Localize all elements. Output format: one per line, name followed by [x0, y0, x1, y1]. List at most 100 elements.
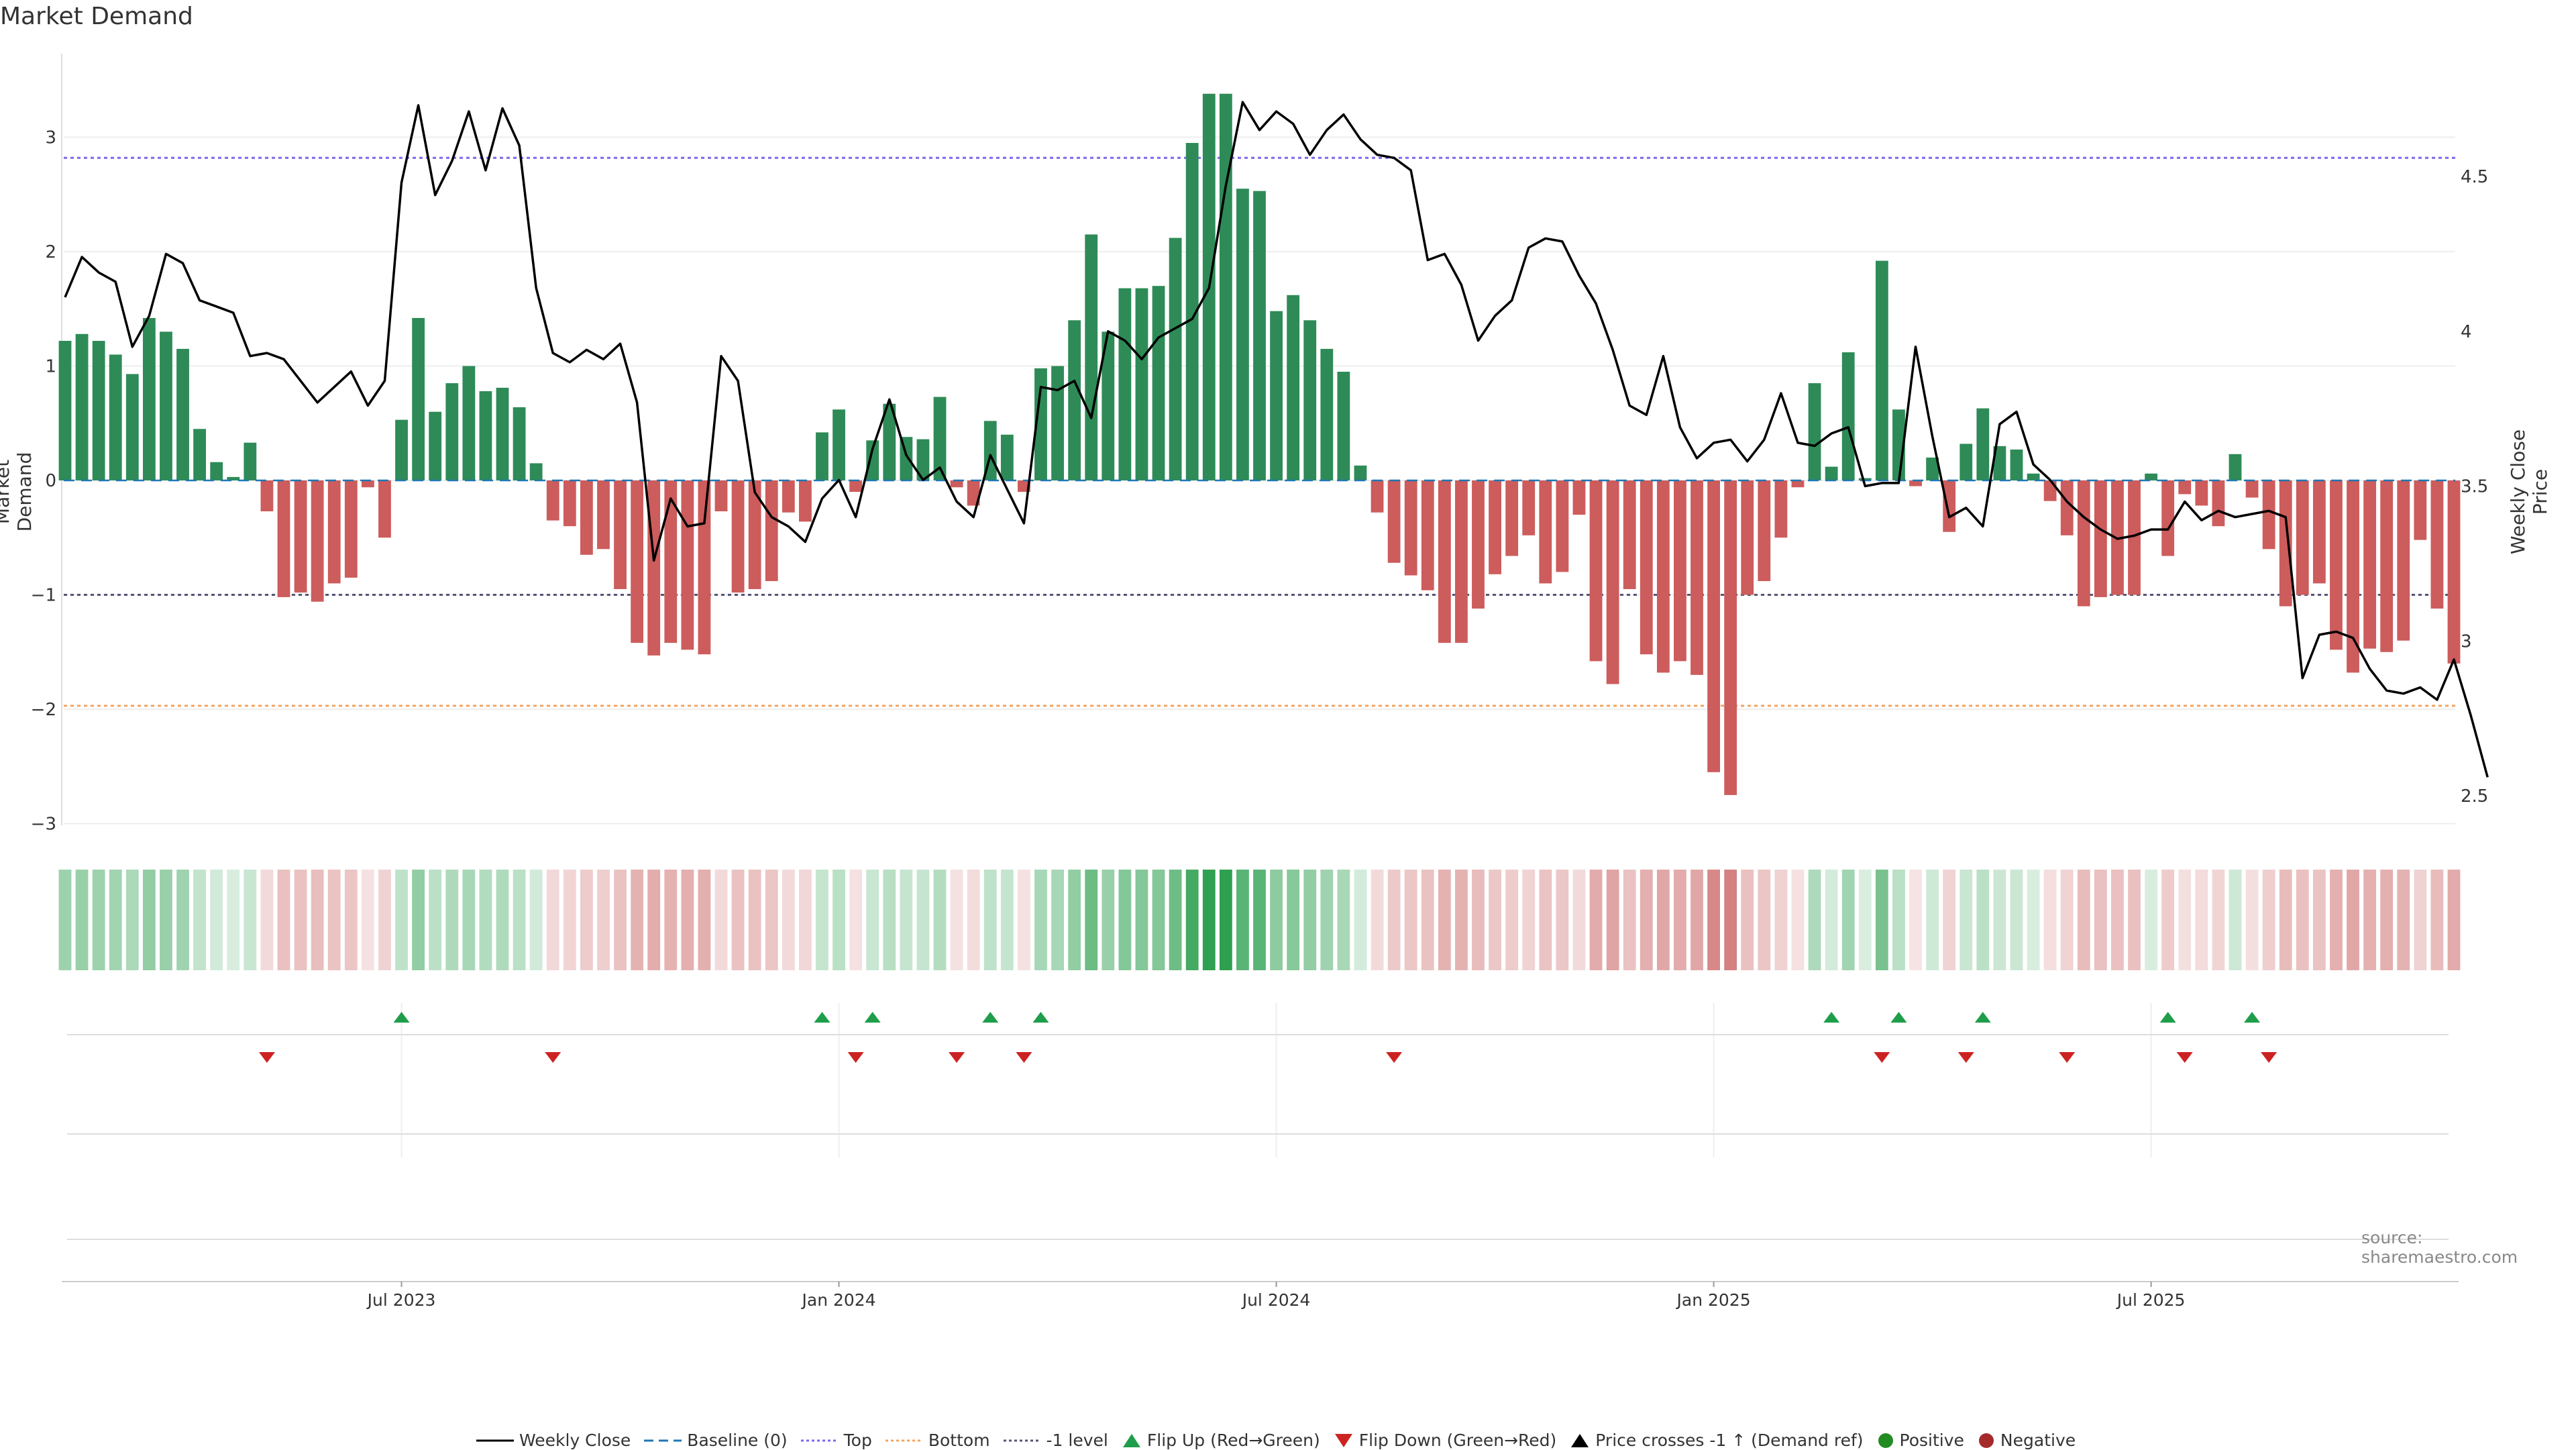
demand-bar — [1505, 480, 1519, 556]
heat-cell — [614, 870, 627, 970]
heat-cell — [277, 870, 290, 970]
demand-bar — [1724, 480, 1737, 795]
legend-baseline[interactable]: Baseline (0) — [644, 1431, 788, 1450]
legend-minus1[interactable]: -1 level — [1003, 1431, 1108, 1450]
demand-bar — [1438, 480, 1451, 643]
heat-cell — [1219, 870, 1232, 970]
demand-bar — [260, 480, 274, 512]
legend-negative[interactable]: Negative — [1978, 1431, 2076, 1450]
demand-bar — [647, 480, 661, 656]
demand-bar — [1337, 372, 1350, 480]
demand-bar — [1000, 434, 1014, 480]
heat-cell — [950, 870, 963, 970]
demand-bar — [765, 480, 778, 582]
demand-bar — [698, 480, 711, 655]
heat-cell — [2330, 870, 2343, 970]
legend-flip-up[interactable]: Flip Up (Red→Green) — [1122, 1431, 1320, 1450]
demand-bar — [2077, 480, 2090, 607]
demand-bar — [967, 480, 980, 506]
flip-down-marker — [258, 1052, 275, 1063]
heat-cell — [546, 870, 559, 970]
demand-bar — [1303, 320, 1317, 480]
legend-flip-down[interactable]: Flip Down (Green→Red) — [1334, 1431, 1557, 1450]
heat-cell — [647, 870, 661, 970]
heat-cell — [967, 870, 980, 970]
heat-cell — [1337, 870, 1350, 970]
heat-cell — [1320, 870, 1334, 970]
heat-cell — [160, 870, 172, 970]
heat-cell — [1892, 870, 1905, 970]
heat-cell — [1051, 870, 1064, 970]
flip-down-marker — [2176, 1052, 2193, 1063]
heat-cell — [563, 870, 576, 970]
heat-cell — [1993, 870, 2006, 970]
demand-bar — [1135, 288, 1148, 480]
legend-price-cross[interactable]: Price crosses -1 ↑ (Demand ref) — [1570, 1431, 1864, 1450]
heat-cell — [1808, 870, 1821, 970]
demand-bar — [714, 480, 728, 512]
flip-up-marker — [1823, 1012, 1840, 1023]
heat-cell — [2195, 870, 2208, 970]
legend-bottom[interactable]: Bottom — [885, 1431, 990, 1450]
demand-bar — [327, 480, 341, 584]
heat-cell — [765, 870, 778, 970]
demand-bar — [277, 480, 290, 597]
heat-cell — [2296, 870, 2309, 970]
demand-bar — [2262, 480, 2275, 550]
heat-cell — [1169, 870, 1182, 970]
flip-down-marker — [1016, 1052, 1032, 1063]
heat-cell — [1623, 870, 1636, 970]
demand-bar — [2397, 480, 2410, 641]
heat-cell — [1068, 870, 1081, 970]
demand-bar — [244, 442, 257, 480]
heat-cell — [1841, 870, 1855, 970]
flip-down-marker — [2261, 1052, 2277, 1063]
demand-bar — [1270, 311, 1283, 480]
heat-cell — [176, 870, 189, 970]
legend-positive[interactable]: Positive — [1877, 1431, 1964, 1450]
source-credit: source: sharemaestro.com — [2361, 1228, 2518, 1267]
heat-cell — [2027, 870, 2040, 970]
legend-label: Price crosses -1 ↑ (Demand ref) — [1595, 1431, 1864, 1450]
demand-bar — [227, 476, 240, 480]
heat-cell — [260, 870, 274, 970]
heat-cell — [681, 870, 694, 970]
flip-up-marker — [1974, 1012, 1991, 1023]
heat-cell — [2347, 870, 2359, 970]
heat-cell — [429, 870, 442, 970]
heat-cell — [782, 870, 795, 970]
y2-tick-label: 4.5 — [2461, 167, 2488, 187]
demand-bar — [462, 366, 476, 480]
heat-cell — [1960, 870, 1973, 970]
demand-bar — [2094, 480, 2107, 597]
heat-cell — [2094, 870, 2107, 970]
demand-bar — [294, 480, 307, 593]
heat-cell — [1606, 870, 1619, 970]
flip-up-marker — [2159, 1012, 2176, 1023]
demand-bar — [513, 407, 526, 480]
chart-title: Market Demand — [0, 3, 193, 30]
heat-cell — [2414, 870, 2427, 970]
heat-cell — [2262, 870, 2275, 970]
heat-cell — [2363, 870, 2377, 970]
legend-weekly-close[interactable]: Weekly Close — [476, 1431, 631, 1450]
legend-label: Flip Down (Green→Red) — [1358, 1431, 1557, 1450]
demand-bar — [782, 480, 795, 513]
demand-bar — [2380, 480, 2394, 652]
heat-cell — [1102, 870, 1115, 970]
demand-bar — [1320, 348, 1334, 480]
heat-cell — [344, 870, 358, 970]
chart-legend: Weekly Close Baseline (0) Top Bottom -1 … — [476, 1431, 2076, 1450]
heat-cell — [1135, 870, 1148, 970]
y-tick-label: −2 — [31, 700, 56, 720]
heat-cell — [2447, 870, 2461, 970]
demand-bar — [193, 429, 207, 480]
heat-cell — [1354, 870, 1367, 970]
demand-bar — [2430, 480, 2444, 609]
demand-bar — [1690, 480, 1703, 675]
legend-top[interactable]: Top — [800, 1431, 872, 1450]
demand-bar — [580, 480, 593, 555]
heat-cell — [2010, 870, 2023, 970]
demand-bar — [2178, 480, 2192, 495]
